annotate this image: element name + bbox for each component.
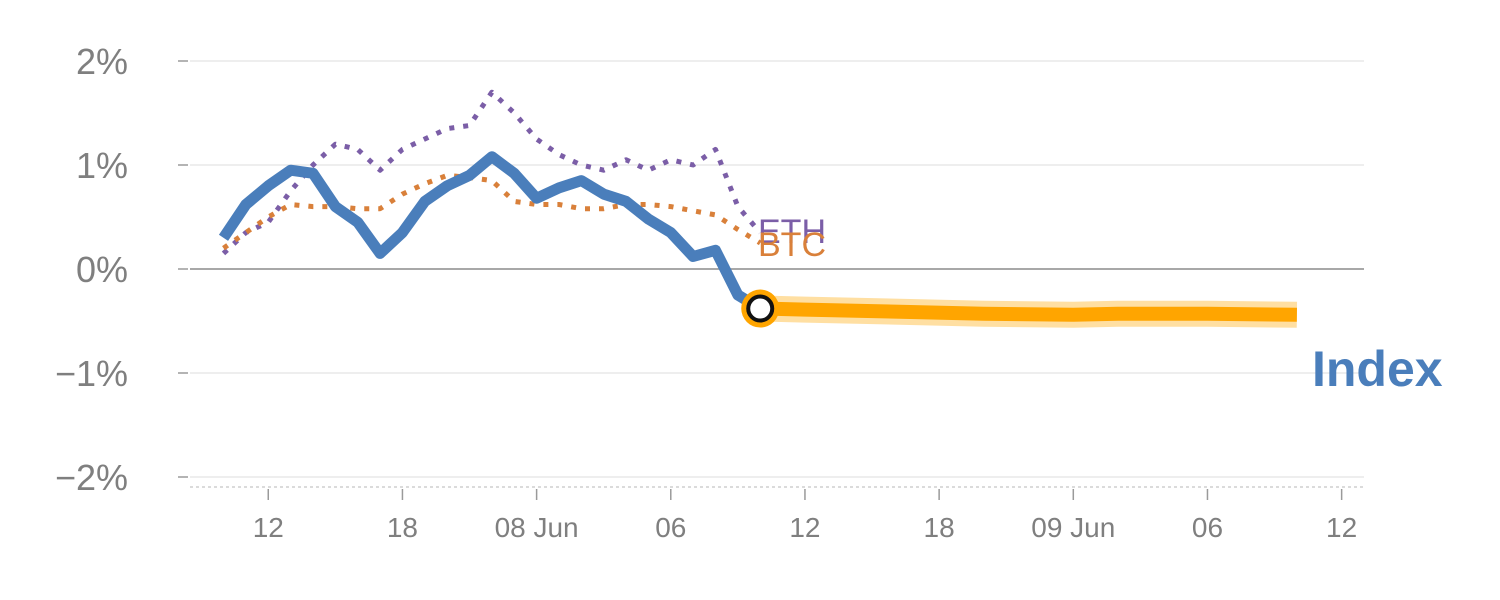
y-tick-label-1: 1% xyxy=(76,145,128,186)
series-label-btc: BTC xyxy=(758,226,826,264)
y-tick-label-4: −2% xyxy=(55,457,128,498)
grid-layer xyxy=(190,60,1364,478)
x-tick-label-0: 12 xyxy=(253,512,284,543)
x-tick-label-3: 06 xyxy=(655,512,686,543)
series-labels: ETH BTC Index xyxy=(758,213,1443,397)
x-tick-label-8: 12 xyxy=(1326,512,1357,543)
y-tick-label-3: −1% xyxy=(55,353,128,394)
marker-layer xyxy=(741,289,780,328)
series-label-eth: ETH xyxy=(758,213,826,251)
series-line-index xyxy=(218,151,764,314)
x-tick-label-7: 06 xyxy=(1192,512,1223,543)
x-tick-label-4: 12 xyxy=(789,512,820,543)
x-axis: 12 18 08 Jun 06 12 18 09 Jun 06 12 xyxy=(190,486,1364,543)
x-tick-label-1: 18 xyxy=(387,512,418,543)
x-tick-label-6: 09 Jun xyxy=(1031,512,1115,543)
series-layer xyxy=(218,89,1298,328)
series-line-btc xyxy=(222,172,762,251)
series-line-eth xyxy=(221,89,763,256)
series-label-index: Index xyxy=(1312,341,1443,397)
y-axis: 2% 1% 0% −1% −2% xyxy=(55,41,188,498)
y-tick-label-0: 2% xyxy=(76,41,128,82)
x-tick-label-5: 18 xyxy=(924,512,955,543)
x-tick-label-2: 08 Jun xyxy=(495,512,579,543)
marker-point xyxy=(746,294,775,323)
series-line-forecast xyxy=(760,301,1297,322)
y-tick-label-2: 0% xyxy=(76,249,128,290)
